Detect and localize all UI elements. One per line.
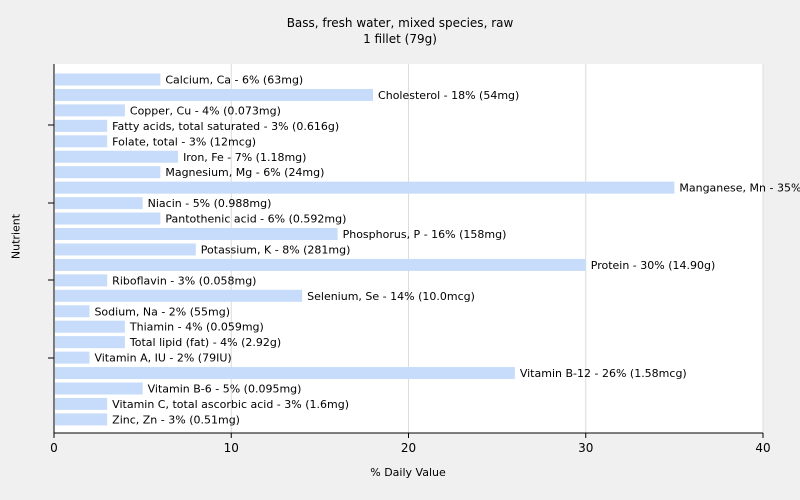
bar [55, 274, 108, 287]
bar [55, 320, 125, 333]
bar-label: Total lipid (fat) - 4% (2.92g) [129, 336, 281, 349]
bar [55, 397, 108, 410]
bar-label: Vitamin C, total ascorbic acid - 3% (1.6… [112, 398, 349, 411]
bar-label: Selenium, Se - 14% (10.0mcg) [307, 290, 475, 303]
bar-label: Thiamin - 4% (0.059mg) [129, 321, 264, 334]
bar-label: Zinc, Zn - 3% (0.51mg) [112, 413, 240, 426]
bar-label: Magnesium, Mg - 6% (24mg) [165, 166, 324, 179]
bar-label: Vitamin A, IU - 2% (79IU) [94, 352, 231, 365]
bar-label: Copper, Cu - 4% (0.073mg) [130, 104, 281, 117]
bar [55, 150, 179, 163]
bar [55, 197, 143, 210]
bar-label: Vitamin B-6 - 5% (0.095mg) [148, 383, 302, 396]
bar-label: Protein - 30% (14.90g) [591, 259, 716, 272]
bar-label: Cholesterol - 18% (54mg) [378, 89, 519, 102]
x-tick-label: 30 [578, 441, 593, 455]
chart-subtitle: 1 fillet (79g) [363, 32, 437, 46]
bar-label: Phosphorus, P - 16% (158mg) [343, 228, 507, 241]
bar-label: Niacin - 5% (0.988mg) [148, 197, 272, 210]
x-tick-label: 0 [50, 441, 58, 455]
x-tick-label: 20 [401, 441, 416, 455]
bar [55, 135, 108, 148]
bar-label: Calcium, Ca - 6% (63mg) [165, 74, 303, 87]
bar [55, 382, 143, 395]
bar [55, 104, 125, 117]
bar-label: Fatty acids, total saturated - 3% (0.616… [112, 120, 339, 133]
bar [55, 367, 515, 380]
x-axis-label: % Daily Value [370, 466, 446, 479]
chart-title: Bass, fresh water, mixed species, raw [286, 16, 514, 30]
bar [55, 289, 303, 302]
bar [55, 336, 125, 349]
bar [55, 73, 161, 86]
bar-label: Riboflavin - 3% (0.058mg) [112, 274, 256, 287]
bar-label: Iron, Fe - 7% (1.18mg) [183, 151, 306, 164]
bar-label: Vitamin B-12 - 26% (1.58mcg) [520, 367, 687, 380]
x-tick-label: 10 [224, 441, 239, 455]
bar [55, 181, 675, 194]
bar [55, 305, 90, 318]
bar [55, 228, 338, 240]
bar [55, 212, 161, 225]
bar [55, 119, 108, 132]
bar [55, 351, 90, 364]
bar [55, 243, 196, 256]
y-axis-label: Nutrient [9, 213, 23, 260]
bar [55, 258, 586, 271]
bar-label: Manganese, Mn - 35% (0.702mg) [679, 182, 800, 195]
bar-label: Folate, total - 3% (12mcg) [112, 135, 256, 148]
bar [55, 413, 108, 426]
bar-label: Sodium, Na - 2% (55mg) [94, 305, 230, 318]
bar [55, 166, 161, 179]
bar-label: Potassium, K - 8% (281mg) [201, 243, 351, 256]
x-tick-label: 40 [755, 441, 770, 455]
bar [55, 88, 374, 101]
bar-label: Pantothenic acid - 6% (0.592mg) [165, 213, 346, 226]
